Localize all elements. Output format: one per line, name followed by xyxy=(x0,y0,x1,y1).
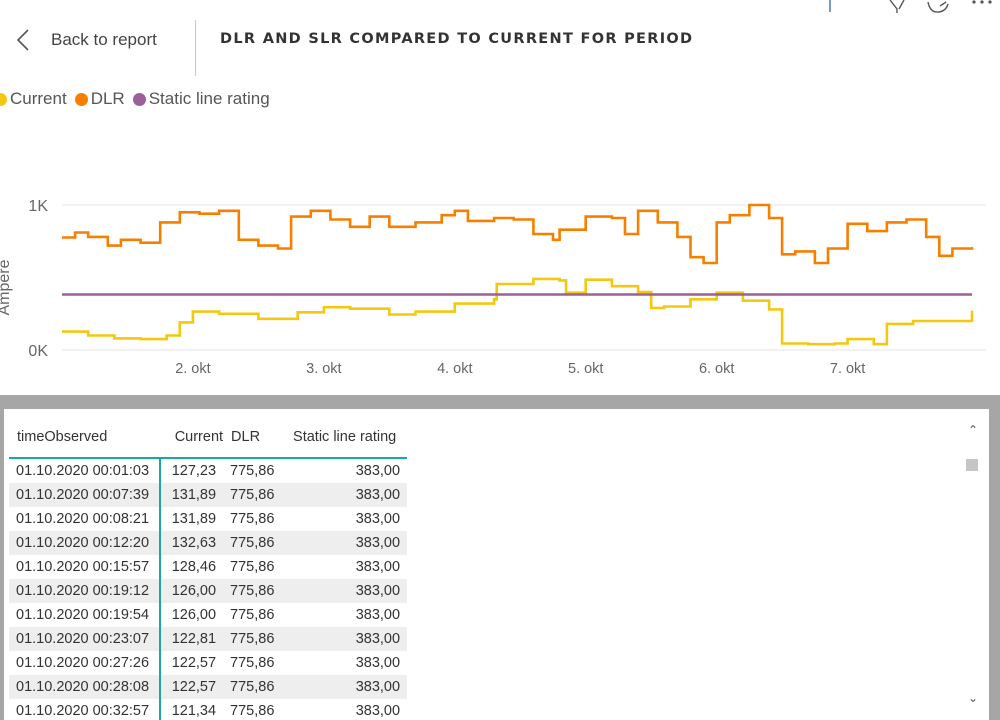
x-tick-label: 5. okt xyxy=(568,361,603,377)
cell-dlr: 775,86 xyxy=(230,703,275,719)
cell-current: 127,23 xyxy=(171,463,217,479)
legend-item-current[interactable]: Current xyxy=(0,89,67,109)
cell-static-line-rating: 383,00 xyxy=(355,607,401,623)
cell-timeobserved: 01.10.2020 00:23:07 xyxy=(9,627,162,651)
cell-current: 131,89 xyxy=(171,487,217,503)
legend-dot-dlr xyxy=(74,92,88,106)
cell-static-line-rating: 383,00 xyxy=(355,511,401,527)
cell-dlr: 775,86 xyxy=(230,511,275,527)
chevron-left-icon xyxy=(16,29,29,51)
legend-dot-static-line-rating xyxy=(132,92,146,106)
more-options-icon[interactable] xyxy=(968,0,998,8)
cell-current: 132,63 xyxy=(171,535,217,551)
cell-static-line-rating: 383,00 xyxy=(355,655,401,671)
focus-mode-icon[interactable] xyxy=(926,0,952,16)
table-row[interactable]: 01.10.2020 00:08:21 131,89 775,86 383,00 xyxy=(9,507,407,531)
scroll-up-icon[interactable]: ⌃ xyxy=(967,423,979,437)
cell-timeobserved: 01.10.2020 00:19:12 xyxy=(9,579,162,603)
cell-current: 126,00 xyxy=(171,583,217,599)
cell-current: 122,81 xyxy=(171,631,217,647)
y-tick-label: 1K xyxy=(28,198,48,215)
cell-timeobserved: 01.10.2020 00:32:57 xyxy=(9,699,162,720)
table-visual: timeObserved Current DLR Static line rat… xyxy=(4,409,989,720)
filter-icon[interactable] xyxy=(888,0,908,14)
cell-current: 128,46 xyxy=(171,559,217,575)
cell-timeobserved: 01.10.2020 00:27:26 xyxy=(9,651,162,675)
cell-current: 131,89 xyxy=(171,511,217,527)
cell-dlr: 775,86 xyxy=(230,583,275,599)
cell-static-line-rating: 383,00 xyxy=(355,487,401,503)
table-header-row: timeObserved Current DLR Static line rat… xyxy=(9,417,408,458)
cell-timeobserved: 01.10.2020 00:08:21 xyxy=(9,507,162,531)
cell-static-line-rating: 383,00 xyxy=(355,535,401,551)
legend-dot-current xyxy=(0,92,7,106)
y-tick-label: 0K xyxy=(28,343,48,360)
table-row[interactable]: 01.10.2020 00:23:07 122,81 775,86 383,00 xyxy=(9,627,408,651)
cell-dlr: 775,86 xyxy=(230,487,275,503)
scroll-thumb[interactable] xyxy=(966,459,978,471)
back-to-report-label: Back to report xyxy=(51,30,157,49)
scroll-down-icon[interactable]: ⌄ xyxy=(967,691,979,705)
table-row[interactable]: 01.10.2020 00:19:12 126,00 775,86 383,00 xyxy=(9,579,408,603)
chart-legend: Current DLR Static line rating xyxy=(0,88,278,110)
table-row[interactable]: 01.10.2020 00:27:26 122,57 775,86 383,00 xyxy=(9,651,407,675)
cell-dlr: 775,86 xyxy=(230,463,275,479)
table-row[interactable]: 01.10.2020 00:12:20 132,63 775,86 383,00 xyxy=(9,531,408,555)
table-row[interactable]: 01.10.2020 00:19:54 126,00 775,86 383,00 xyxy=(9,603,407,627)
table-row[interactable]: 01.10.2020 00:28:08 122,57 775,86 383,00 xyxy=(9,675,408,699)
cell-static-line-rating: 383,00 xyxy=(355,631,401,647)
legend-label-dlr: DLR xyxy=(90,89,125,108)
cell-timeobserved: 01.10.2020 00:28:08 xyxy=(9,675,162,699)
x-tick-label: 7. okt xyxy=(830,361,865,377)
cell-current: 122,57 xyxy=(171,655,217,671)
cell-static-line-rating: 383,00 xyxy=(355,679,401,695)
top-bar: Back to report DLR AND SLR COMPARED TO C… xyxy=(0,0,1000,80)
cell-static-line-rating: 383,00 xyxy=(355,583,401,599)
cell-timeobserved: 01.10.2020 00:07:39 xyxy=(9,483,162,507)
header-divider xyxy=(195,20,196,76)
legend-item-dlr[interactable]: DLR xyxy=(74,89,125,109)
series-line-current xyxy=(62,277,974,346)
cell-static-line-rating: 383,00 xyxy=(355,559,401,575)
legend-label-current: Current xyxy=(10,89,67,108)
cell-static-line-rating: 383,00 xyxy=(355,463,401,479)
cell-timeobserved: 01.10.2020 00:01:03 xyxy=(9,458,162,483)
table-row[interactable]: 01.10.2020 00:07:39 131,89 775,86 383,00 xyxy=(9,483,408,507)
page-title: DLR AND SLR COMPARED TO CURRENT FOR PERI… xyxy=(220,31,694,47)
cell-current: 121,34 xyxy=(171,703,217,719)
cell-dlr: 775,86 xyxy=(230,655,275,671)
toolbar-divider-icon xyxy=(829,0,831,12)
cell-current: 122,57 xyxy=(171,679,217,695)
column-header-static-line-rating[interactable]: Static line rating xyxy=(293,429,397,445)
cell-timeobserved: 01.10.2020 00:15:57 xyxy=(9,555,162,579)
x-tick-label: 6. okt xyxy=(699,361,734,377)
cell-static-line-rating: 383,00 xyxy=(355,703,401,719)
table-row[interactable]: 01.10.2020 00:32:57 121,34 775,86 383,00 xyxy=(9,699,407,720)
x-tick-label: 2. okt xyxy=(175,361,210,377)
cell-dlr: 775,86 xyxy=(230,679,275,695)
cell-dlr: 775,86 xyxy=(230,631,275,647)
cell-dlr: 775,86 xyxy=(230,559,275,575)
data-table: timeObserved Current DLR Static line rat… xyxy=(9,417,408,720)
legend-item-static-line-rating[interactable]: Static line rating xyxy=(132,89,270,109)
x-tick-label: 3. okt xyxy=(306,361,341,377)
series-line-dlr xyxy=(62,203,974,265)
y-axis-label: Ampere xyxy=(0,259,13,315)
cell-current: 126,00 xyxy=(171,607,217,623)
table-scrollbar[interactable]: ⌃ ⌄ xyxy=(966,423,980,705)
back-to-report-button[interactable]: Back to report xyxy=(12,27,157,53)
table-row[interactable]: 01.10.2020 00:15:57 128,46 775,86 383,00 xyxy=(9,555,407,579)
line-chart[interactable]: 0K 1K Ampere 2. okt 3. okt 4. okt 5. okt 6. okt… xyxy=(0,130,1000,390)
x-tick-label: 4. okt xyxy=(437,361,472,377)
legend-label-static-line-rating: Static line rating xyxy=(148,89,270,108)
cell-dlr: 775,86 xyxy=(230,535,275,551)
cell-timeobserved: 01.10.2020 00:12:20 xyxy=(9,531,162,555)
cell-dlr: 775,86 xyxy=(230,607,275,623)
column-header-timeobserved[interactable]: timeObserved xyxy=(17,429,108,445)
cell-timeobserved: 01.10.2020 00:19:54 xyxy=(9,603,162,627)
column-header-dlr[interactable]: DLR xyxy=(231,429,261,445)
table-row[interactable]: 01.10.2020 00:01:03 127,23 775,86 383,00 xyxy=(9,458,407,483)
column-header-current[interactable]: Current xyxy=(174,429,224,445)
